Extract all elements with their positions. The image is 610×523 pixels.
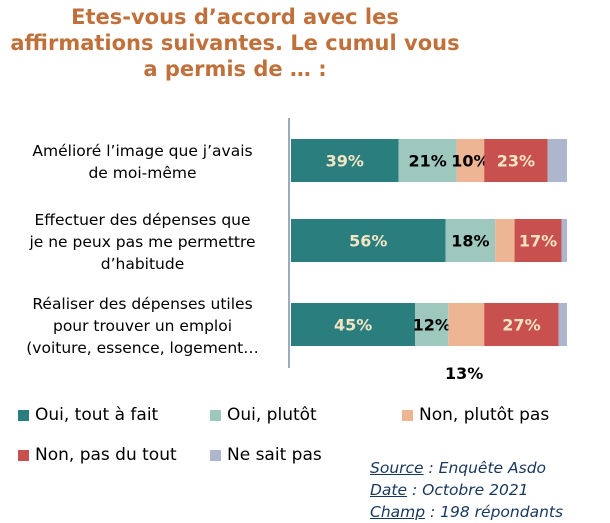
data-label: 27% — [502, 316, 540, 335]
legend-item: Non, pas du tout — [18, 445, 177, 465]
legend-swatch — [210, 409, 221, 421]
bar-segment — [484, 303, 559, 346]
category-label-line: (voiture, essence, logement… — [26, 339, 259, 357]
category-label: Réaliser des dépenses utiles pour trouver… — [0, 293, 285, 359]
legend-item: Oui, tout à fait — [18, 405, 158, 425]
source-note: Source : Enquête Asdo Date : Octobre 202… — [370, 457, 563, 523]
data-label: 45% — [334, 316, 372, 335]
data-label-outside: 13% — [445, 364, 484, 383]
legend-label: Non, plutôt pas — [419, 405, 550, 425]
data-label: 21% — [408, 152, 446, 171]
legend-swatch — [210, 449, 221, 461]
bar-segment — [456, 139, 485, 182]
source-key: Source — [370, 459, 424, 477]
legend-swatch — [18, 449, 29, 461]
legend-swatch — [402, 409, 413, 421]
bar-segment — [291, 219, 446, 262]
bar-segment — [415, 303, 449, 346]
legend-label: Ne sait pas — [227, 445, 322, 465]
data-label: 10% — [451, 152, 489, 171]
category-label: Amélioré l’image que j’avais de moi-même — [0, 140, 285, 184]
legend: Oui, tout à fait Oui, plutôt Non, plutôt p… — [18, 405, 578, 475]
category-label-line: Effectuer des dépenses que — [34, 211, 251, 229]
bar-segment — [448, 303, 485, 346]
data-label: 56% — [349, 232, 387, 251]
bar-segment — [445, 219, 496, 262]
legend-item: Non, plutôt pas — [402, 405, 549, 425]
bar-segment — [398, 139, 457, 182]
legend-label: Oui, plutôt — [227, 405, 317, 425]
legend-item: Oui, plutôt — [210, 405, 317, 425]
legend-label: Oui, tout à fait — [35, 405, 159, 425]
bar-segment — [561, 219, 567, 262]
champ-key: Champ — [370, 503, 426, 521]
bar-segment — [514, 219, 562, 262]
category-label-line: d’habitude — [100, 255, 185, 273]
bar-segment — [291, 139, 399, 182]
data-label: 12% — [413, 316, 451, 335]
category-label-line: de moi-même — [88, 164, 197, 182]
date-key: Date — [370, 481, 408, 499]
category-label-line: Amélioré l’image que j’avais — [32, 142, 253, 160]
bar-segment — [291, 303, 416, 346]
bar-segment — [558, 303, 567, 346]
bar-segment — [495, 219, 515, 262]
bar-segment — [484, 139, 548, 182]
category-label-line: je ne peux pas me permettre — [29, 233, 256, 251]
date-value: : Octobre 2021 — [407, 481, 529, 499]
legend-swatch — [18, 409, 29, 421]
stacked-bar-chart: 39% 21% 10% 23% 56% 18% 17% 45% 12% 27% — [288, 118, 567, 368]
data-label: 39% — [326, 152, 364, 171]
bar-segment — [547, 139, 567, 182]
category-label-line: Réaliser des dépenses utiles — [32, 295, 253, 313]
chart-title: Etes-vous d’accord avec les affirmations… — [10, 5, 460, 81]
data-label: 18% — [451, 232, 489, 251]
data-label: 23% — [497, 152, 535, 171]
category-label: Effectuer des dépenses que je ne peux pas… — [0, 209, 285, 275]
source-value: : Enquête Asdo — [423, 459, 547, 477]
category-label-line: pour trouver un emploi — [52, 317, 232, 335]
champ-value: : 198 répondants — [425, 503, 564, 521]
legend-label: Non, pas du tout — [35, 445, 177, 465]
data-label: 17% — [519, 232, 557, 251]
legend-item: Ne sait pas — [210, 445, 322, 465]
